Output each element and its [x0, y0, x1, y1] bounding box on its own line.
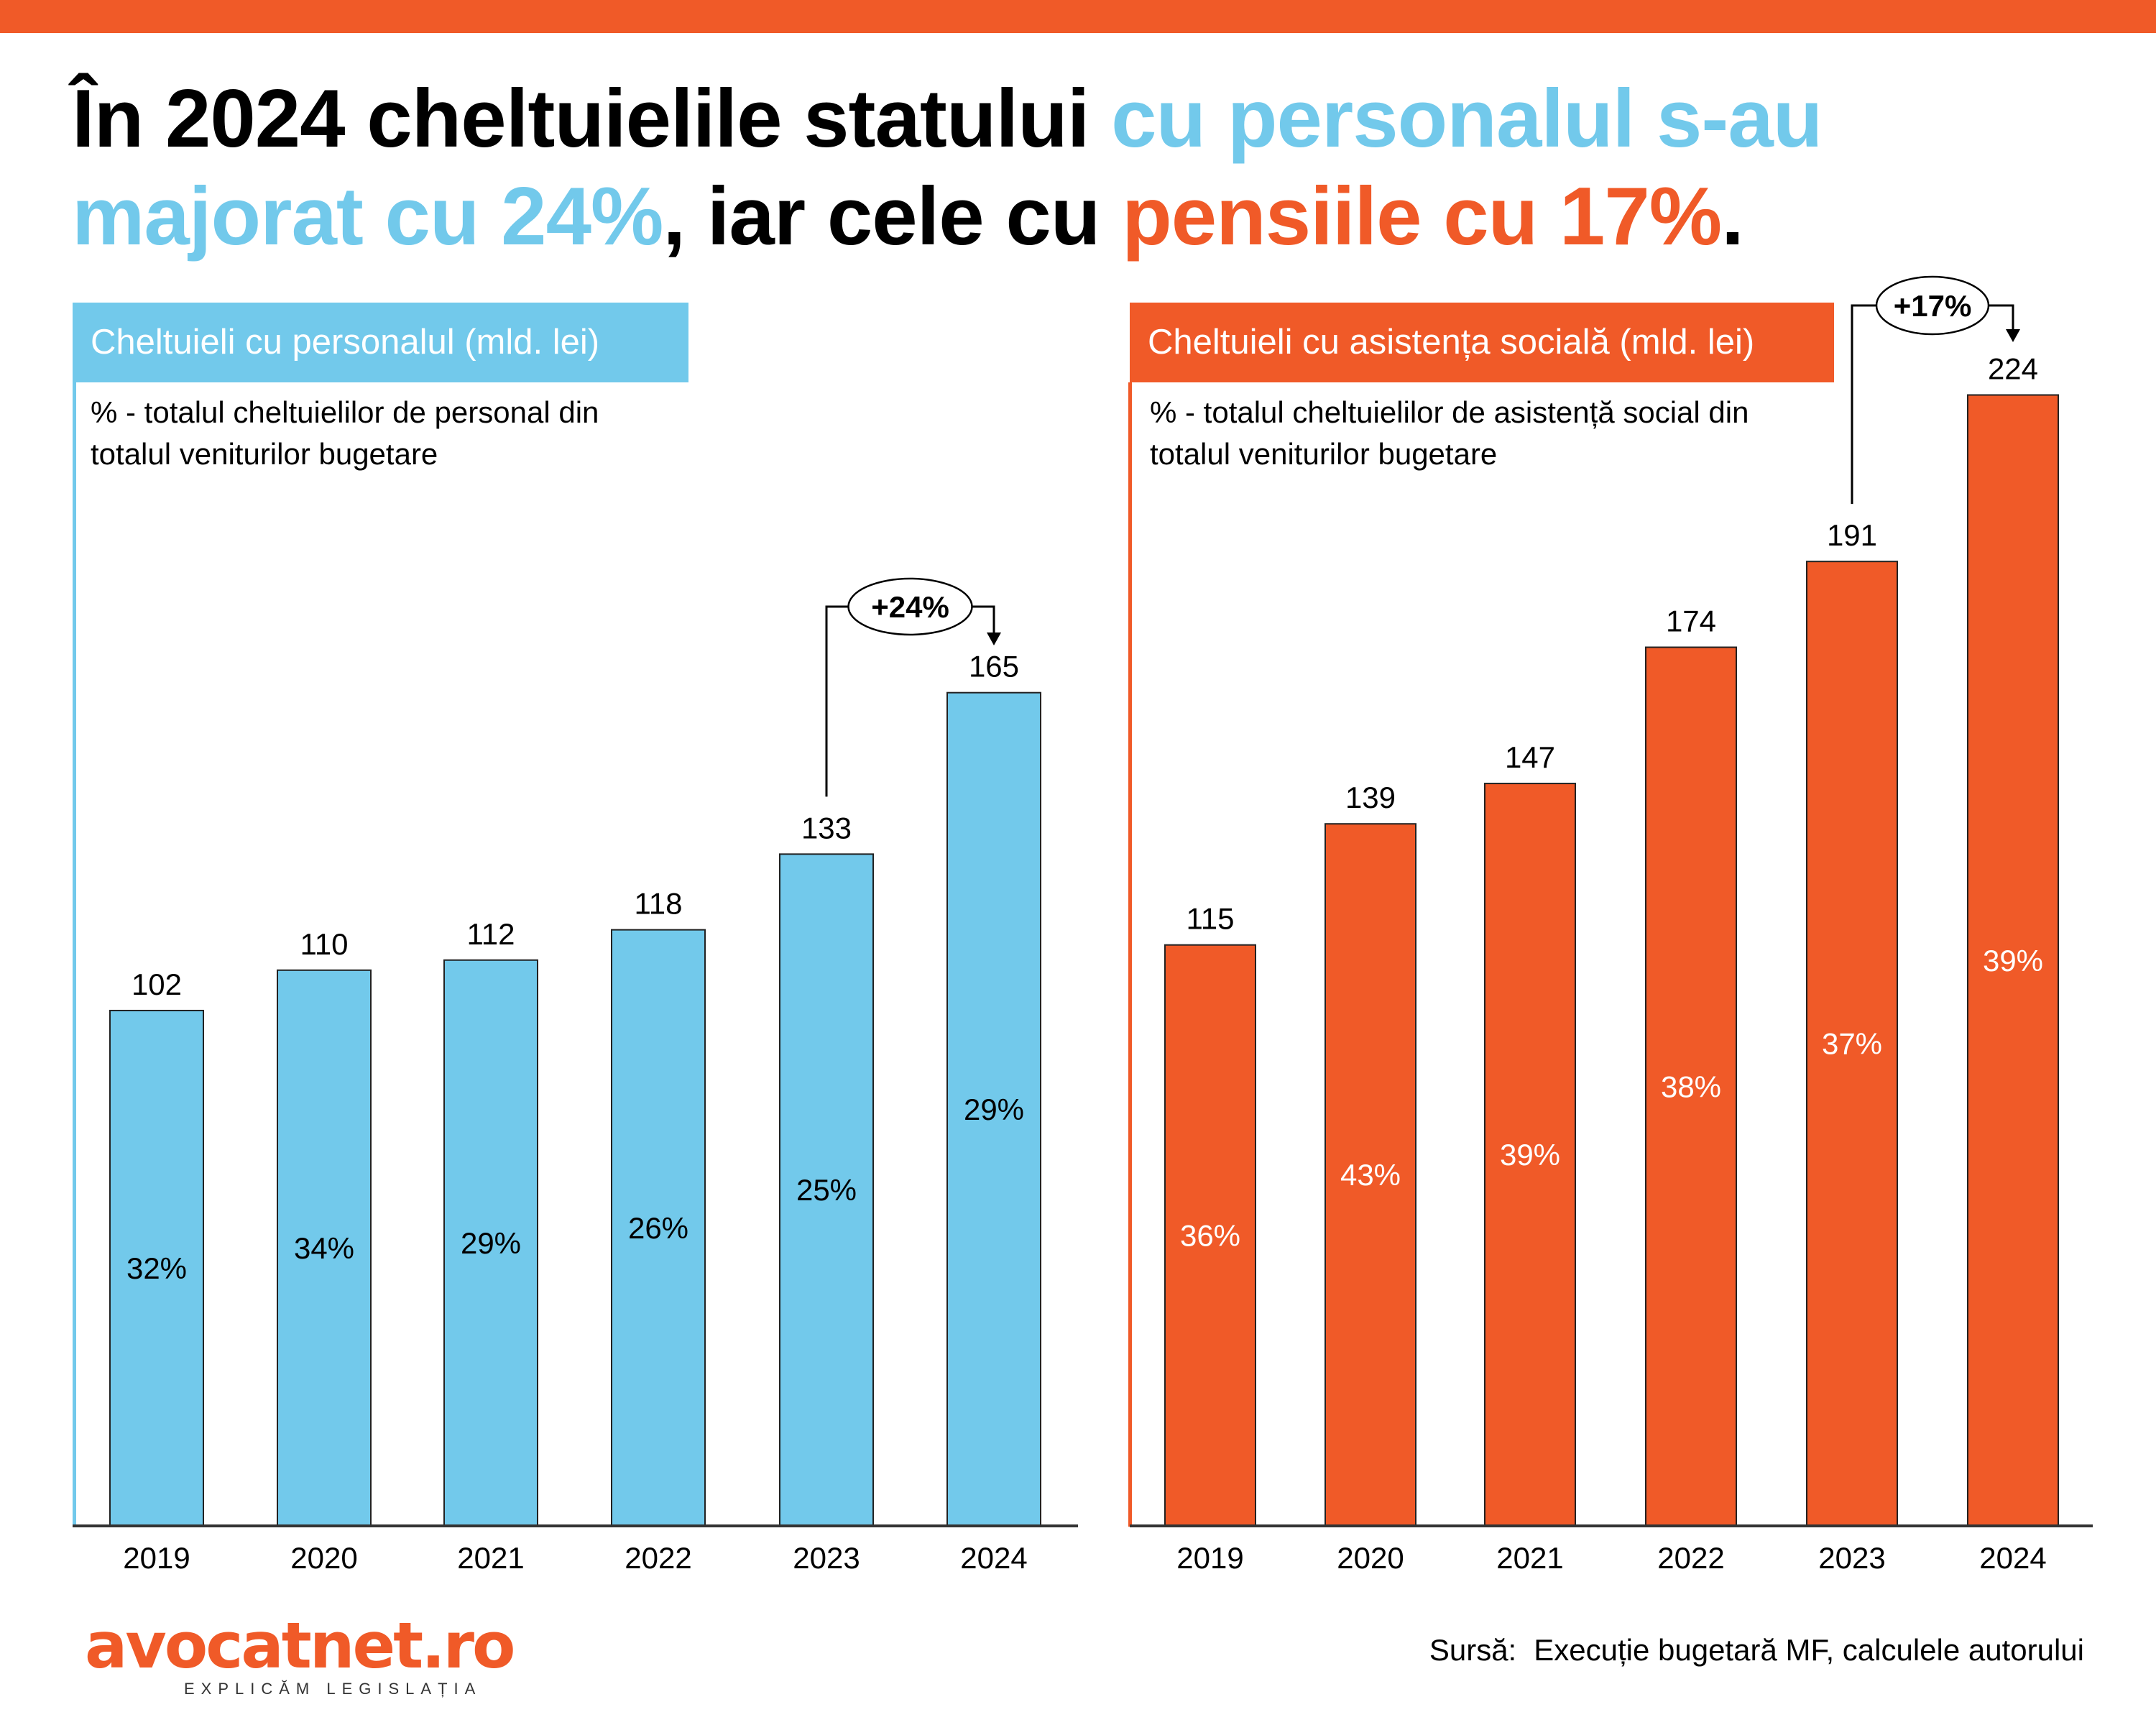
- share-label-personal-2020: 34%: [294, 1231, 354, 1265]
- title-highlight-personal: cu personalul s-au majorat cu 24%: [72, 73, 1823, 262]
- bar-social-2023: [1806, 561, 1898, 1526]
- share-label-personal-2023: 25%: [796, 1173, 857, 1207]
- bar-social-2021: [1484, 783, 1576, 1526]
- title-part-1: În 2024 cheltuielile statului: [72, 73, 1112, 165]
- value-label-personal-2023: 133: [801, 811, 852, 845]
- x-tick-social-2020: 2020: [1337, 1541, 1404, 1575]
- left-panel-border: [73, 382, 76, 1527]
- bar-social-2019: [1164, 944, 1256, 1526]
- right-panel-border: [1128, 382, 1132, 1527]
- bar-personal-2019: [109, 1009, 204, 1526]
- value-label-personal-2019: 102: [132, 967, 182, 1001]
- title-part-3: , iar cele cu: [663, 171, 1123, 262]
- share-label-personal-2024: 29%: [964, 1092, 1024, 1126]
- value-label-social-2024: 224: [1988, 352, 2038, 386]
- value-label-personal-2022: 118: [635, 887, 683, 921]
- share-label-social-2023: 37%: [1822, 1027, 1882, 1061]
- bar-personal-2020: [277, 969, 372, 1527]
- bar-personal-2023: [779, 853, 874, 1526]
- avocatnet-logo[interactable]: avocatnet.ro EXPLICĂM LEGISLAȚIA: [85, 1609, 515, 1698]
- x-tick-social-2019: 2019: [1176, 1541, 1243, 1575]
- source-note: Sursă: Execuție bugetară MF, calculele au…: [1429, 1633, 2084, 1668]
- share-label-social-2020: 43%: [1340, 1158, 1401, 1192]
- x-tick-personal-2022: 2022: [625, 1541, 691, 1575]
- x-tick-social-2024: 2024: [1979, 1541, 2046, 1575]
- page-title: În 2024 cheltuielile statului cu persona…: [72, 70, 2120, 266]
- value-label-personal-2021: 112: [467, 917, 515, 951]
- bar-personal-2021: [443, 959, 538, 1526]
- top-accent-bar: [0, 0, 2156, 33]
- share-label-personal-2022: 26%: [628, 1211, 688, 1245]
- annotation-label-personal: +24%: [871, 590, 949, 624]
- annotation-arrow-icon-social: [2006, 329, 2020, 342]
- share-label-personal-2021: 29%: [461, 1226, 521, 1260]
- annotation-line-left-social: [1851, 304, 1876, 505]
- left-chart-subtitle: % - totalul cheltuielilor de personal di…: [91, 395, 599, 471]
- bar-social-2020: [1325, 823, 1416, 1526]
- annotation-line-right-social: [1989, 304, 2014, 331]
- title-period: .: [1721, 171, 1744, 262]
- bar-personal-2022: [611, 929, 706, 1526]
- share-label-social-2019: 36%: [1180, 1218, 1240, 1252]
- value-label-personal-2020: 110: [300, 927, 349, 961]
- title-highlight-pensions: pensiile cu 17%: [1122, 171, 1722, 262]
- bar-social-2022: [1645, 646, 1737, 1526]
- x-tick-personal-2020: 2020: [290, 1541, 357, 1575]
- source-text: Execuție bugetară MF, calculele autorulu…: [1534, 1633, 2084, 1667]
- value-label-social-2019: 115: [1187, 902, 1235, 936]
- share-label-personal-2019: 32%: [126, 1251, 187, 1285]
- logo-wordmark: avocatnet.ro: [85, 1609, 515, 1683]
- x-tick-personal-2024: 2024: [960, 1541, 1027, 1575]
- x-tick-personal-2021: 2021: [457, 1541, 524, 1575]
- share-label-social-2024: 39%: [1983, 944, 2043, 978]
- x-tick-social-2023: 2023: [1818, 1541, 1885, 1575]
- bar-social-2024: [1967, 394, 2059, 1526]
- value-label-social-2020: 139: [1345, 781, 1396, 814]
- value-label-social-2022: 174: [1666, 604, 1716, 638]
- share-label-social-2021: 39%: [1500, 1138, 1560, 1172]
- annotation-line-left-personal: [825, 605, 849, 797]
- share-label-social-2022: 38%: [1661, 1070, 1721, 1103]
- annotation-ellipse-social: [1875, 275, 1990, 336]
- x-tick-personal-2019: 2019: [123, 1541, 190, 1575]
- logo-tagline: EXPLICĂM LEGISLAȚIA: [184, 1680, 482, 1698]
- value-label-personal-2024: 165: [969, 650, 1019, 684]
- x-tick-social-2022: 2022: [1657, 1541, 1724, 1575]
- source-label: Sursă:: [1429, 1633, 1517, 1667]
- right-chart-subtitle: % - totalul cheltuielilor de asistență s…: [1150, 395, 1749, 471]
- annotation-arrow-icon-personal: [987, 632, 1001, 645]
- annotation-ellipse-personal: [847, 577, 973, 636]
- value-label-social-2023: 191: [1827, 518, 1877, 552]
- x-tick-social-2021: 2021: [1496, 1541, 1563, 1575]
- x-tick-personal-2023: 2023: [793, 1541, 860, 1575]
- left-chart-header: Cheltuieli cu personalul (mld. lei): [73, 303, 688, 382]
- value-label-social-2021: 147: [1505, 740, 1555, 774]
- annotation-label-social: +17%: [1894, 289, 1972, 323]
- right-chart-header: Cheltuieli cu asistența socială (mld. le…: [1130, 303, 1834, 382]
- bar-personal-2024: [946, 691, 1041, 1527]
- annotation-line-right-personal: [972, 605, 995, 634]
